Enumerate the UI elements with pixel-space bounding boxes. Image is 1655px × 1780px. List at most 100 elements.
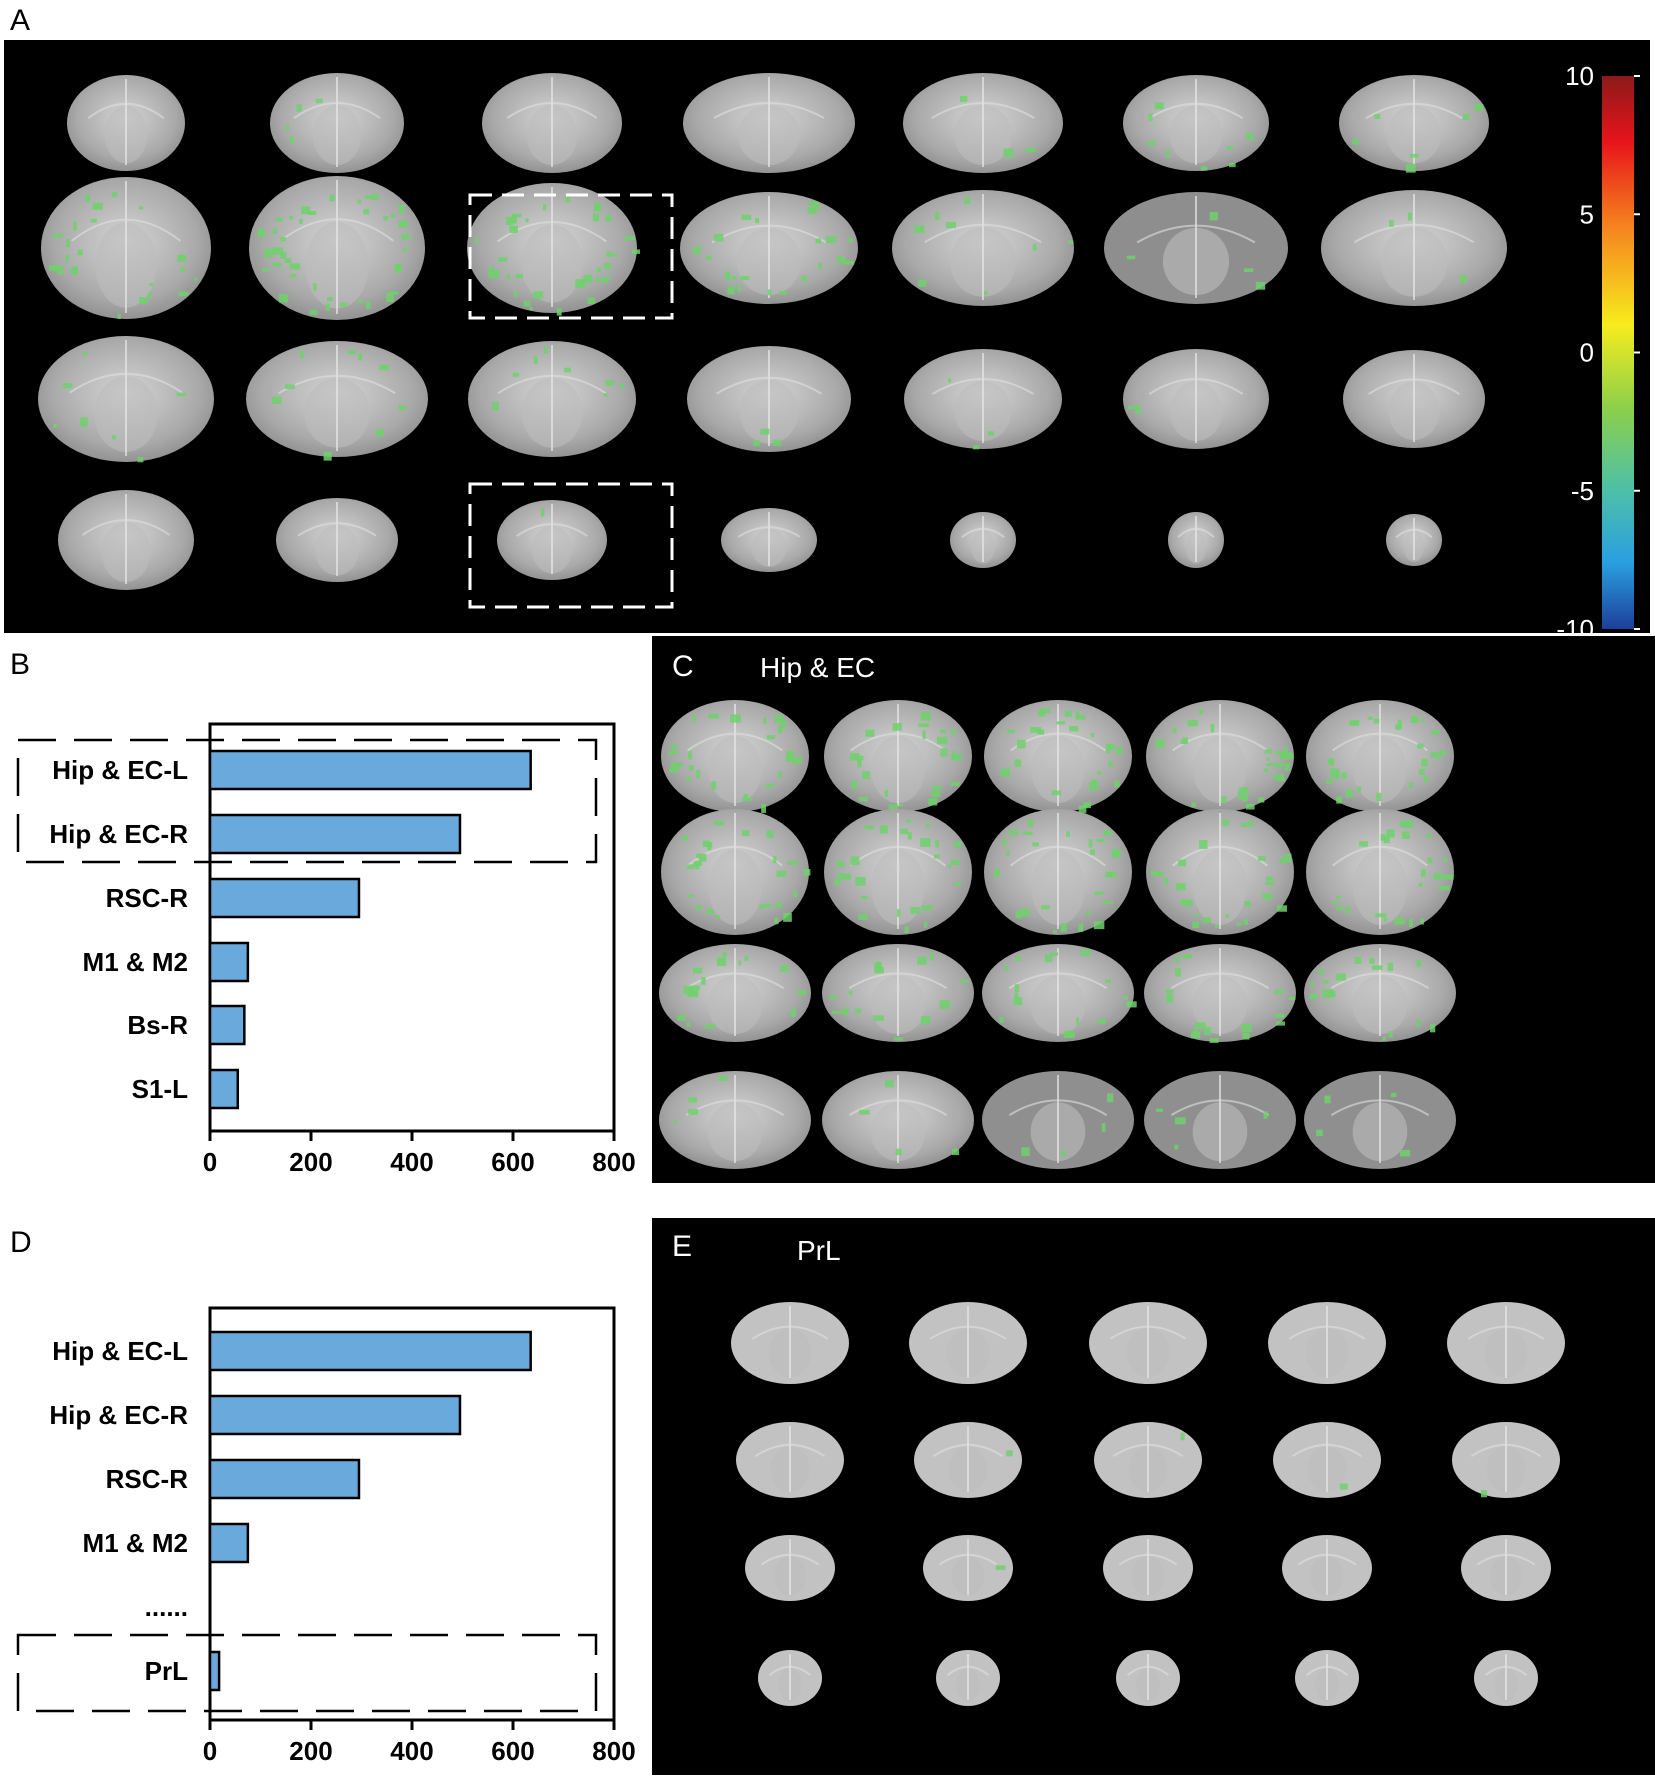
brain-slice-e-r4-c2 — [936, 1650, 1000, 1706]
brain-slice-a-r4-c2 — [276, 498, 398, 582]
category-label: Hip & EC-L — [52, 1336, 188, 1366]
category-label: M1 & M2 — [83, 1528, 188, 1558]
chart-b: 0 200 400 600 800 Hip & EC-L Hip & EC-R RSC-R M1… — [16, 722, 636, 1177]
brain-slice-c-r1-c1 — [661, 700, 809, 813]
category-label: RSC-R — [106, 1464, 189, 1494]
x-tick-label: 600 — [491, 1736, 534, 1766]
colorbar-tick-label: 0 — [1580, 338, 1594, 368]
brain-slice-a-r2-c5 — [892, 190, 1074, 306]
panel-e-brain-grid — [652, 1218, 1655, 1775]
brain-slice-c-r2-c5 — [1306, 809, 1454, 935]
bar — [208, 1394, 462, 1436]
brain-slice-e-r1-c1 — [731, 1302, 849, 1384]
brain-slice-e-r1-c3 — [1089, 1302, 1207, 1384]
colorbar-tick-label: 5 — [1580, 199, 1594, 229]
x-tick-label: 200 — [289, 1147, 332, 1177]
bar — [208, 1068, 240, 1110]
ellipsis-label: ...... — [145, 1592, 188, 1622]
brain-slice-a-r1-c4 — [683, 73, 855, 173]
colorbar-tick-label: -5 — [1571, 476, 1594, 506]
highlight-box-hip-ec — [468, 193, 674, 320]
brain-slice-e-r1-c4 — [1268, 1302, 1386, 1384]
brain-slice-a-r4-c6 — [1168, 512, 1224, 568]
category-label: RSC-R — [106, 883, 189, 913]
highlight-box — [16, 738, 598, 864]
brain-slice-e-r2-c5 — [1452, 1422, 1560, 1498]
brain-slice-a-r1-c3 — [482, 73, 622, 173]
brain-slice-e-r2-c1 — [736, 1422, 844, 1498]
brain-slice-a-r2-c6 — [1104, 192, 1288, 304]
highlight-box — [16, 1633, 598, 1713]
brain-slice-a-r3-c3 — [468, 341, 636, 457]
brain-slice-c-r2-c2 — [824, 809, 972, 935]
bar — [208, 877, 361, 919]
panel-letter-e: E — [672, 1230, 693, 1263]
brain-slice-c-r1-c3 — [984, 700, 1132, 813]
x-tick-label: 800 — [592, 1147, 635, 1177]
brain-slice-c-r1-c5 — [1306, 700, 1454, 812]
brain-slice-e-r3-c5 — [1461, 1535, 1551, 1601]
brain-slice-a-r3-c6 — [1123, 349, 1269, 449]
bar — [208, 1330, 532, 1372]
category-label: PrL — [145, 1656, 188, 1686]
brain-slices-e — [731, 1302, 1565, 1706]
brain-slice-a-r1-c2 — [270, 73, 404, 173]
panel-letter-d: D — [10, 1226, 32, 1259]
bar — [208, 1650, 221, 1692]
brain-slice-c-r3-c1 — [659, 944, 811, 1042]
brain-slice-e-r4-c5 — [1474, 1650, 1538, 1706]
bar — [208, 1458, 361, 1500]
brain-slice-c-r2-c4 — [1146, 809, 1294, 935]
panel-a-brain-grid: 10 5 0 -5 -10 — [4, 40, 1650, 644]
highlight-box-prl — [468, 482, 674, 609]
brain-slices-c — [659, 700, 1456, 1169]
panel-c-title: Hip & EC — [760, 652, 876, 683]
category-label: Hip & EC-R — [49, 819, 188, 849]
brain-slices-a: 10 5 0 -5 -10 — [38, 61, 1640, 644]
brain-slice-a-r3-c2 — [246, 341, 428, 461]
brain-slice-a-r1-c7 — [1339, 75, 1489, 173]
x-tick-label: 400 — [390, 1147, 433, 1177]
brain-slice-e-r3-c4 — [1282, 1535, 1372, 1601]
brain-slice-c-r4-c3 — [982, 1071, 1134, 1169]
brain-slice-a-r1-c5 — [903, 73, 1063, 173]
colorbar-tick-label: -10 — [1556, 614, 1594, 633]
brain-slice-e-r3-c2 — [923, 1535, 1013, 1601]
brain-slice-a-r1-c1 — [67, 75, 185, 171]
brain-slice-c-r2-c3 — [984, 809, 1132, 935]
x-tick-label: 0 — [203, 1736, 217, 1766]
brain-slice-a-r1-c6 — [1123, 75, 1269, 171]
bar — [208, 1004, 246, 1046]
brain-slice-a-r4-c5 — [950, 512, 1016, 568]
category-label: Hip & EC-R — [49, 1400, 188, 1430]
x-tick-label: 800 — [592, 1736, 635, 1766]
brain-slice-e-r4-c1 — [758, 1650, 822, 1706]
brain-slice-e-r3-c3 — [1103, 1535, 1193, 1601]
brain-slice-c-r1-c2 — [824, 700, 972, 812]
brain-slice-c-r4-c1 — [659, 1071, 811, 1169]
category-label: Bs-R — [127, 1010, 188, 1040]
brain-slice-e-r3-c1 — [745, 1535, 835, 1601]
brain-slice-a-r4-c7 — [1386, 514, 1442, 566]
brain-slice-c-r4-c4 — [1144, 1071, 1296, 1169]
brain-slice-e-r1-c2 — [909, 1302, 1027, 1384]
x-tick-label: 400 — [390, 1736, 433, 1766]
brain-slice-a-r3-c1 — [38, 336, 214, 463]
panel-e-title: PrL — [797, 1235, 841, 1266]
category-label: M1 & M2 — [83, 947, 188, 977]
brain-slice-a-r2-c4 — [680, 192, 858, 304]
panel-letter-b: B — [10, 648, 31, 681]
panel-letter-c: C — [672, 650, 694, 683]
brain-slice-a-r4-c1 — [58, 490, 194, 590]
brain-slice-e-r2-c2 — [914, 1422, 1022, 1498]
bar — [208, 813, 462, 855]
brain-slice-e-r1-c5 — [1447, 1302, 1565, 1384]
brain-slice-c-r4-c2 — [822, 1071, 974, 1169]
brain-slice-c-r4-c5 — [1304, 1071, 1456, 1169]
colorbar-ticks: 10 5 0 -5 -10 — [1556, 61, 1640, 644]
panel-c-brain-grid — [652, 636, 1655, 1183]
bar — [208, 749, 532, 791]
brain-slice-a-r2-c2 — [249, 176, 425, 320]
colorbar — [1602, 76, 1634, 629]
brain-slice-a-r2-c1 — [41, 177, 211, 320]
